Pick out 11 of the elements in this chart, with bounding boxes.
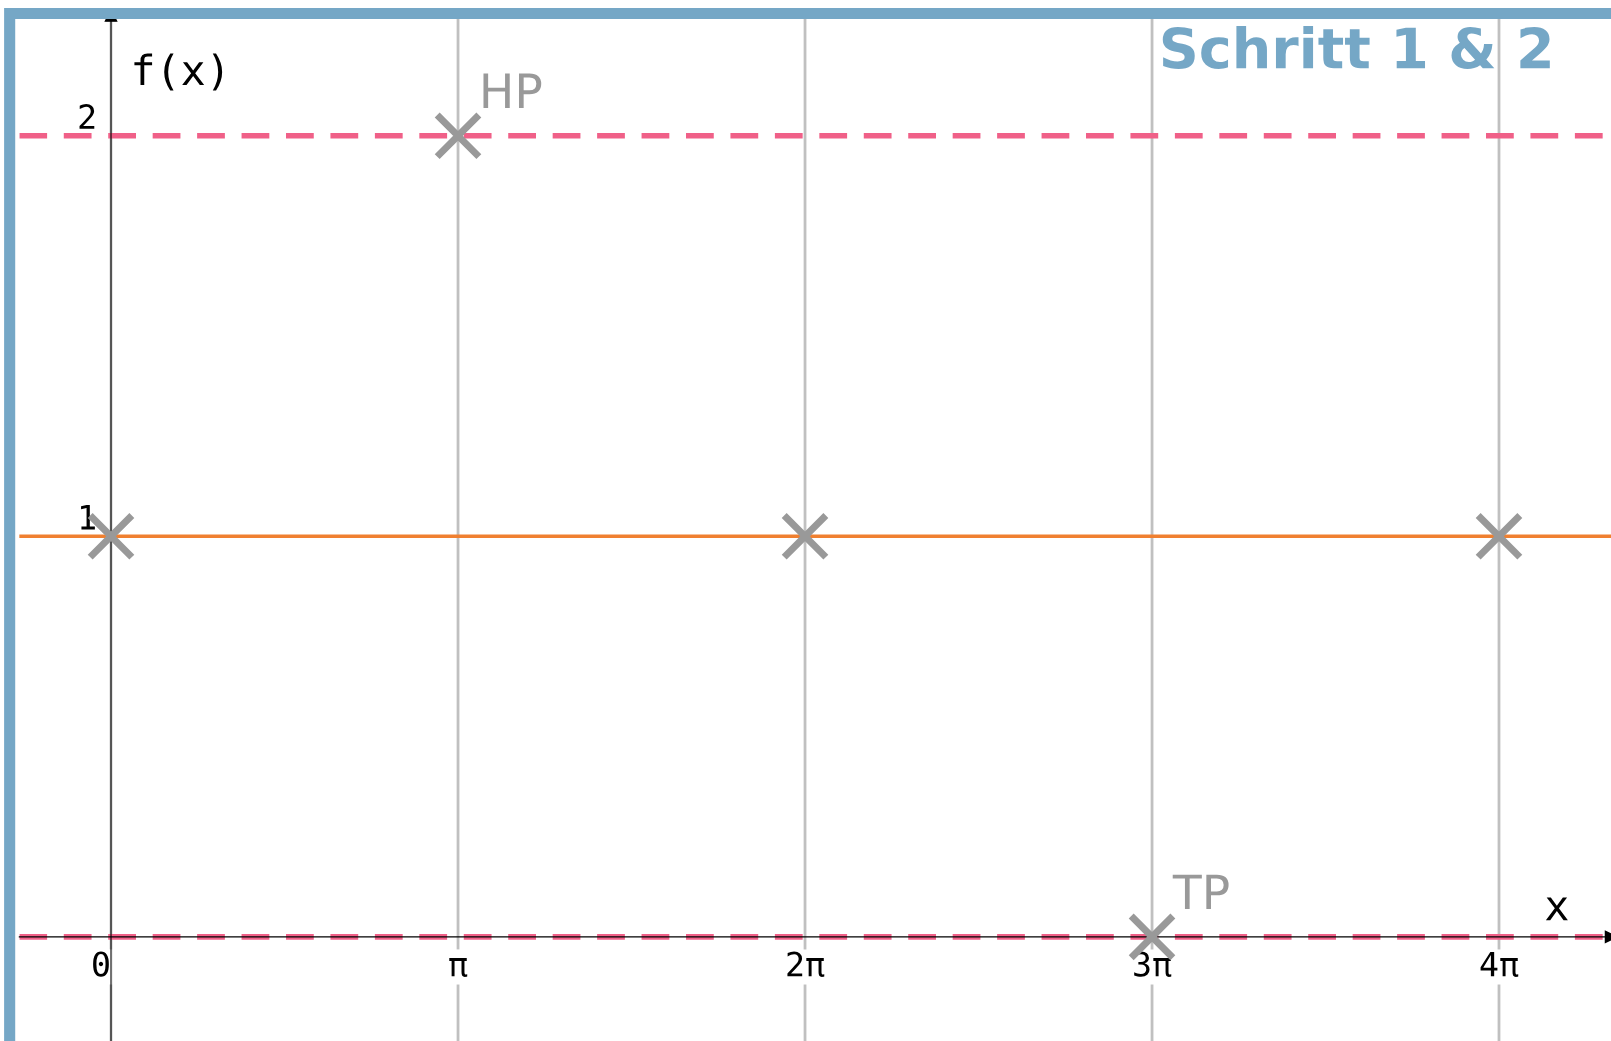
- annotation: HP: [483, 73, 542, 108]
- x-tick-label: π: [449, 958, 468, 977]
- y-axis-title: f(x): [134, 53, 223, 91]
- chart-title: Schritt 1 & 2: [1162, 26, 1550, 70]
- annotation: TP: [1172, 874, 1229, 910]
- x-tick-label: 0: [93, 951, 109, 977]
- x-tick-label: 2π: [787, 951, 825, 977]
- y-tick-label: 1: [81, 505, 95, 530]
- x-axis-title: x: [1545, 897, 1568, 921]
- y-tick-label: 2: [79, 104, 95, 129]
- x-tick-label: 4π: [1480, 951, 1519, 977]
